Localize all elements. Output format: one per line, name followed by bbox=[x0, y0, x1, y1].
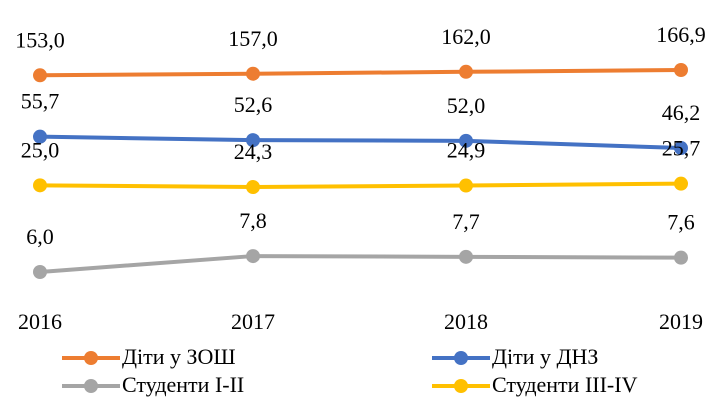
x-tick-label: 2019 bbox=[659, 309, 703, 334]
legend-marker bbox=[454, 351, 468, 365]
x-tick-label: 2018 bbox=[444, 309, 488, 334]
legend-marker bbox=[84, 379, 98, 393]
legend-marker bbox=[454, 379, 468, 393]
marker bbox=[459, 249, 473, 264]
data-label: 25,0 bbox=[21, 137, 60, 162]
series-line bbox=[39, 254, 682, 274]
marker bbox=[33, 265, 47, 279]
marker bbox=[33, 178, 47, 193]
data-label: 52,6 bbox=[234, 92, 273, 117]
marker bbox=[246, 180, 260, 195]
marker bbox=[459, 133, 473, 148]
data-label: 153,0 bbox=[15, 27, 65, 52]
marker bbox=[33, 129, 47, 144]
data-label: 46,2 bbox=[662, 100, 701, 125]
series-line bbox=[39, 68, 682, 78]
marker bbox=[246, 249, 260, 264]
marker bbox=[459, 64, 473, 79]
marker bbox=[674, 141, 688, 156]
data-label: 24,9 bbox=[447, 138, 486, 163]
data-label: 55,7 bbox=[21, 89, 60, 114]
legend-label: Діти у ДНЗ bbox=[492, 344, 598, 369]
data-label: 25,7 bbox=[662, 136, 701, 161]
series-line bbox=[39, 181, 682, 190]
data-label: 7,6 bbox=[667, 210, 695, 235]
data-label: 52,0 bbox=[447, 93, 486, 118]
data-label: 162,0 bbox=[441, 24, 491, 49]
legend-label: Студенти III-IV bbox=[492, 372, 638, 397]
marker bbox=[459, 178, 473, 193]
x-tick-label: 2016 bbox=[18, 309, 62, 334]
marker bbox=[33, 68, 47, 83]
x-tick-label: 2017 bbox=[231, 309, 275, 334]
data-label: 157,0 bbox=[228, 26, 278, 51]
legend-label: Діти у ЗОШ bbox=[122, 344, 236, 369]
legend-label: Студенти I-II bbox=[122, 372, 244, 397]
marker bbox=[246, 133, 260, 148]
data-label: 166,9 bbox=[656, 22, 706, 47]
data-label: 6,0 bbox=[26, 224, 54, 249]
marker bbox=[674, 176, 688, 191]
data-label: 7,8 bbox=[239, 208, 267, 233]
legend-marker bbox=[84, 351, 98, 365]
marker bbox=[246, 66, 260, 81]
data-label: 7,7 bbox=[452, 209, 480, 234]
marker bbox=[674, 250, 688, 265]
series-line bbox=[39, 134, 682, 151]
data-label: 24,3 bbox=[234, 139, 273, 164]
marker bbox=[674, 63, 688, 77]
